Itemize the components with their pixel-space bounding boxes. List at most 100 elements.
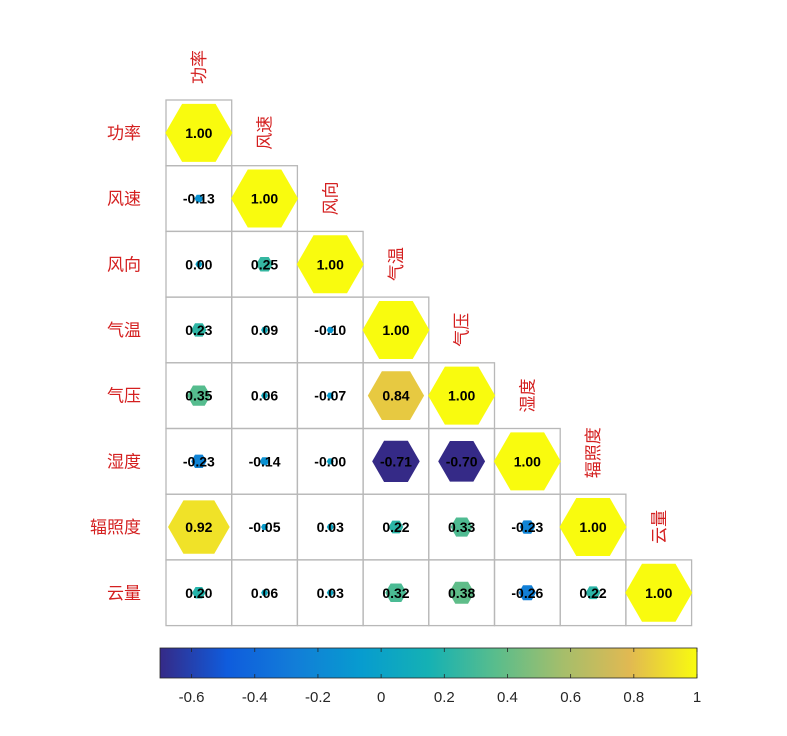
column-label: 风向 — [321, 181, 341, 215]
hexagon-marker — [261, 392, 269, 399]
hexagon-marker — [168, 500, 230, 554]
value-label: 0.09 — [251, 322, 278, 338]
value-label: 0.06 — [251, 388, 278, 404]
value-label: 1.00 — [514, 453, 541, 469]
value-label: 1.00 — [645, 585, 672, 601]
column-label: 湿度 — [518, 379, 538, 413]
hexagon-marker — [165, 103, 233, 162]
hexagon-marker — [326, 392, 334, 399]
value-label: 0.03 — [317, 519, 344, 535]
value-label: 1.00 — [579, 519, 606, 535]
hexagon-marker — [261, 589, 269, 596]
hexagon-marker — [625, 563, 693, 622]
row-label: 风向 — [107, 255, 141, 275]
value-label: 0.92 — [185, 519, 212, 535]
hexagon-marker — [192, 586, 206, 599]
value-label: 0.33 — [448, 519, 475, 535]
value-label: 0.22 — [579, 585, 606, 601]
hexagon-marker — [231, 169, 299, 228]
hexagon-marker — [450, 517, 473, 537]
row-label: 风速 — [107, 190, 141, 210]
value-label: 0.06 — [251, 585, 278, 601]
colorbar-tick-label: 0.8 — [623, 689, 644, 706]
column-label: 气压 — [453, 313, 473, 347]
value-label: 0.20 — [185, 585, 212, 601]
hexagon-marker — [326, 458, 334, 465]
value-label: 1.00 — [448, 388, 475, 404]
hexagon-marker — [326, 589, 334, 596]
value-label: -0.23 — [183, 453, 215, 469]
colorbar-tick-label: 0.4 — [497, 689, 518, 706]
hexagon-marker — [388, 520, 404, 534]
value-label: 1.00 — [185, 125, 212, 141]
value-label: -0.23 — [511, 519, 543, 535]
value-label: 1.00 — [382, 322, 409, 338]
hexagon-marker — [326, 524, 334, 531]
value-label: -0.10 — [314, 322, 346, 338]
row-label: 辐照度 — [90, 518, 141, 538]
hexagon-marker — [518, 585, 537, 601]
row-label: 气压 — [107, 387, 141, 407]
colorbar-tick-label: -0.2 — [305, 689, 331, 706]
row-label: 湿度 — [107, 452, 141, 472]
hexagon-marker — [385, 583, 407, 603]
colorbar-tick-label: 0.2 — [434, 689, 455, 706]
column-label: 辐照度 — [584, 427, 604, 478]
colorbar-tick-label: 0 — [377, 689, 385, 706]
value-label: -0.05 — [249, 519, 281, 535]
hexagon-marker — [585, 586, 601, 600]
value-label: 0.32 — [382, 585, 409, 601]
value-label: -0.71 — [380, 453, 412, 469]
value-label: -0.14 — [249, 453, 281, 469]
row-label: 功率 — [107, 124, 141, 144]
colorbar-tick-label: 1 — [693, 689, 701, 706]
hexagon-marker — [296, 235, 364, 294]
hexagon-marker — [367, 371, 425, 421]
value-label: 1.00 — [251, 191, 278, 207]
value-label: 0.22 — [382, 519, 409, 535]
value-label: 0.03 — [317, 585, 344, 601]
hexagon-marker — [519, 520, 536, 534]
value-label: -0.13 — [183, 191, 215, 207]
colorbar-gradient — [159, 647, 698, 679]
hexagon-marker — [191, 454, 207, 469]
colorbar-tick-label: -0.4 — [242, 689, 268, 706]
hexagon-marker — [187, 385, 211, 406]
value-label: -0.70 — [446, 453, 478, 469]
colorbar: -0.6 -0.4 -0.2 0 0.2 0.4 0.6 0.8 1 — [159, 647, 701, 706]
hexagon-marker — [559, 498, 627, 557]
hexagon-markers — [165, 103, 693, 622]
value-label: -0.26 — [511, 585, 543, 601]
hexagon-marker — [191, 323, 207, 337]
value-label: 0.84 — [382, 388, 409, 404]
value-label: -0.07 — [314, 388, 346, 404]
value-label: 0.35 — [185, 388, 212, 404]
value-label: -0.00 — [314, 453, 346, 469]
hexagon-marker — [261, 326, 269, 333]
row-label: 气温 — [107, 321, 141, 341]
hexagon-marker — [493, 432, 561, 491]
column-label: 云量 — [650, 510, 670, 544]
column-label: 气温 — [387, 247, 407, 281]
value-label: 0.25 — [251, 256, 278, 272]
hexagon-marker — [372, 440, 420, 482]
hexagon-marker — [362, 300, 430, 359]
value-label: 0.38 — [448, 585, 475, 601]
column-label: 功率 — [190, 50, 210, 84]
row-label: 云量 — [107, 584, 141, 604]
value-label: 0.23 — [185, 322, 212, 338]
hexagon-marker — [448, 581, 475, 604]
hexagon-marker — [261, 524, 269, 531]
hexagon-marker — [256, 257, 273, 272]
hexagon-marker — [195, 261, 203, 268]
hexagon-marker — [259, 457, 270, 466]
colorbar-tick-label: -0.6 — [179, 689, 205, 706]
value-label: 0.00 — [185, 256, 212, 272]
value-label: 1.00 — [317, 256, 344, 272]
hexagon-marker — [194, 194, 204, 203]
hexagon-marker — [326, 326, 334, 333]
hexagon-marker — [428, 366, 496, 425]
column-label: 风速 — [256, 116, 276, 150]
